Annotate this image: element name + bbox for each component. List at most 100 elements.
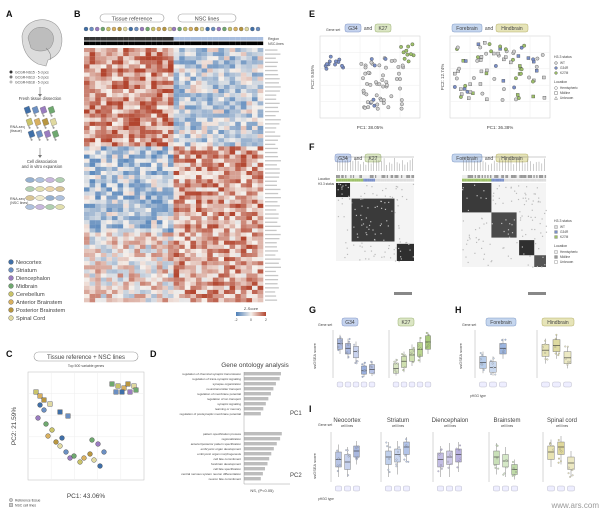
heatmap-cell [212,236,219,241]
heatmap-cell [128,179,135,184]
heatmap-cell [184,265,191,270]
e-left-point [365,82,369,86]
heatmap-cell [151,195,157,200]
location-annot-cell [364,175,366,178]
heatmap-cell [184,248,191,254]
heatmap-cell [84,273,90,278]
matrix-noise [412,256,414,258]
go-bar [244,472,263,476]
matrix-noise [386,220,388,222]
boxplot-point [347,343,350,346]
heatmap-cell [89,191,96,196]
heatmap-cell [229,121,236,126]
heatmap-cell [145,121,152,126]
matrix-noise [376,205,378,208]
matrix-noise [365,217,367,219]
boxplot-point [388,471,391,473]
heatmap-cell [95,56,101,61]
boxplot-point [544,352,547,354]
panel-g: Gene set G34 K27 ssGSEA score [312,317,432,388]
heatmap-cell [218,199,225,204]
heatmap-cell [218,294,225,299]
e-left-point [363,71,368,76]
heatmap-cell [100,253,107,258]
matrix-noise [394,260,397,262]
heatmap-cell [112,175,118,180]
heatmap-cell [235,56,241,61]
heatmap-cell [123,158,129,163]
heatmap-cell [201,289,208,295]
boxplot-point [499,343,502,345]
heatmap-cell [196,244,202,249]
boxplot-box [437,452,444,468]
heatmap-cell [95,273,101,278]
heatmap-cell [100,195,107,200]
region-annot-cell [84,37,90,41]
h33-annot-cell [372,178,374,182]
heatmap-cell [196,76,202,81]
heatmap-cell [184,64,191,69]
e-legend-midline: Midline [560,91,570,95]
boxplot-point [490,373,493,375]
heatmap-cell [207,89,213,94]
heatmap-cell [134,248,141,254]
e-right-point [500,98,505,102]
matrix-noise [468,236,471,238]
heatmap-cell [235,68,241,73]
heatmap-cell [145,294,152,299]
heatmap-cell [252,228,258,233]
heatmap-cell [100,273,107,278]
heatmap-cell [100,146,107,151]
region-annot-cell [151,37,157,41]
e-left-point [334,59,338,64]
heatmap-cell [156,142,163,147]
boxplot-point [385,441,388,444]
location-annot-cell [527,175,530,178]
e-right-point [468,90,473,94]
heatmap-cell [140,162,146,167]
heatmap-cell [235,232,241,237]
sample-dot [128,26,133,32]
heatmap-cell [196,220,202,225]
heatmap-cell [184,212,191,217]
heatmap-cell [173,187,180,192]
boxplot-point [412,347,415,350]
heatmap-cell [240,150,247,155]
panel-e: Gene set G34 and K27 PC1: 38.05% PC2: 9.… [310,23,578,130]
matrix-noise [399,250,402,252]
heatmap-cell [84,162,90,167]
pca-xlabel: PC1: 43.06% [67,493,106,500]
heatmap-cell [229,80,236,85]
heatmap-cell [112,76,118,81]
heatmap-cell [84,248,90,254]
go-bar [244,462,268,466]
heatmap-cell [106,138,113,143]
nsc-annot-cell [89,41,96,46]
heatmap-cell [252,240,258,245]
heatmap-cell [252,236,258,241]
e-left-point [375,102,380,107]
heatmap-cell [162,232,169,237]
heatmap-cell [246,60,253,65]
h-prefix: Gene set [462,323,476,327]
sample-label: GCGR-NS13 · 5 d pcs [15,76,49,80]
matrix-noise [345,242,347,244]
matrix-noise [462,189,464,191]
heatmap-cell [246,146,253,151]
matrix-noise [525,194,527,196]
h33-annot-cell [512,178,514,182]
heatmap-cell [207,212,213,217]
heatmap-cell [196,60,202,65]
boxplot-point [511,467,514,470]
e-left-point [361,76,365,81]
boxplot-point [492,366,495,369]
heatmap-cell [100,162,107,167]
heatmap-cell [173,298,180,303]
boxplot-point [494,466,497,469]
heatmap-cell [224,60,230,65]
location-annot-cell [404,175,407,178]
h33-annot-cell [516,178,519,182]
heatmap-cell [257,257,264,262]
panel-h: Gene set Forebrain Hindbrain ssGSEA scor… [458,317,575,398]
heatmap-cell [156,60,163,65]
